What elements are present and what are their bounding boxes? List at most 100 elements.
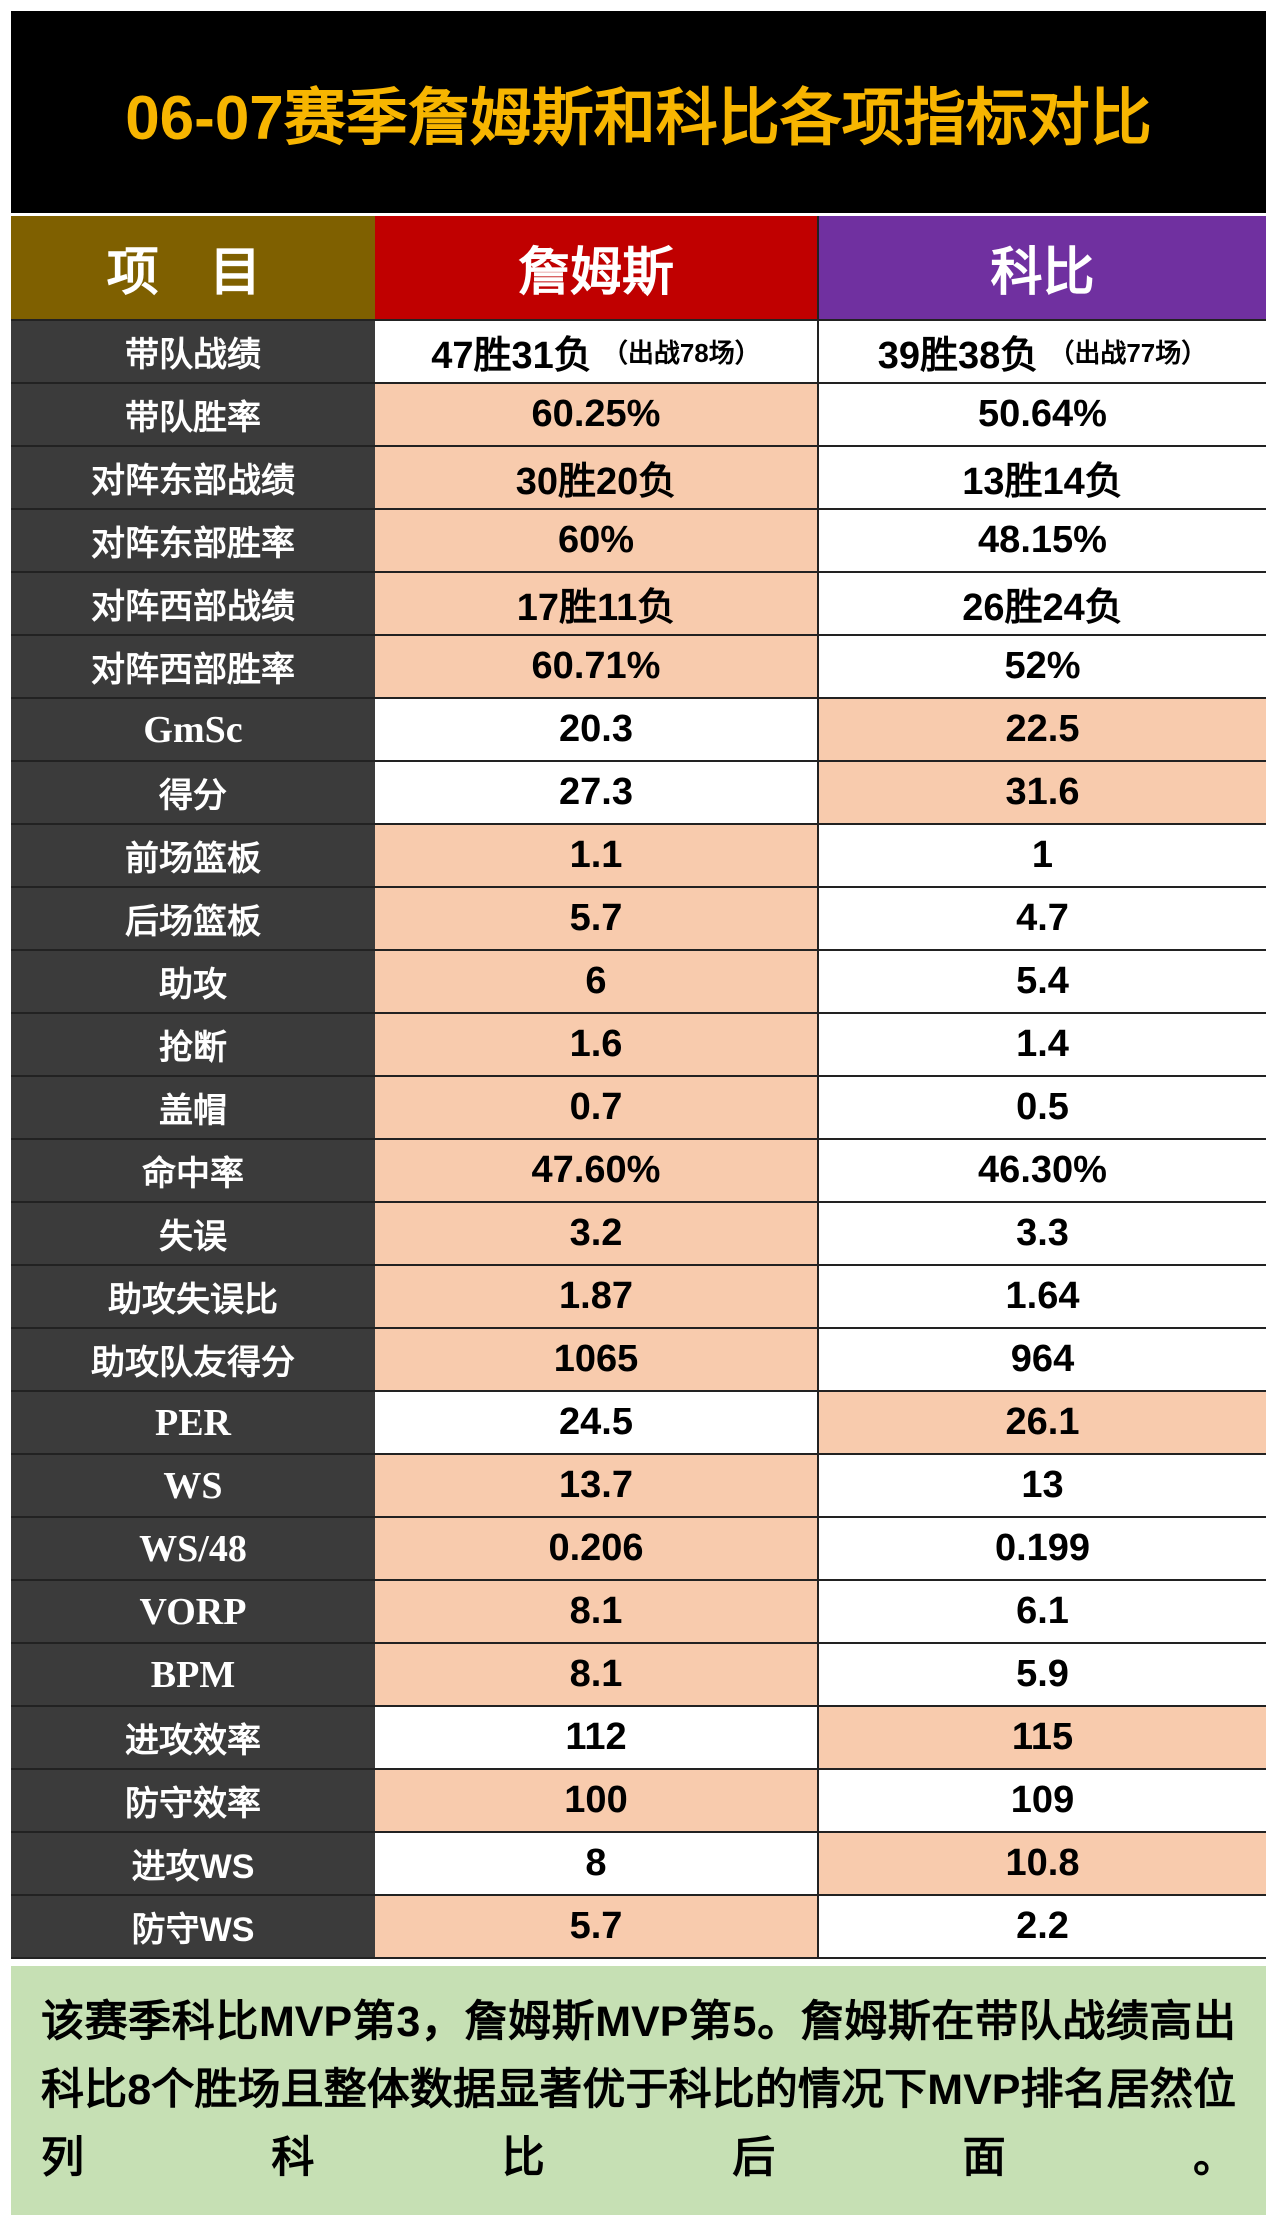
table-row: 命中率 47.60% 46.30% [11, 1140, 1266, 1203]
row-label: 抢断 [11, 1014, 375, 1075]
value-text: 22.5 [1005, 708, 1080, 750]
table-row: BPM 8.1 5.9 [11, 1644, 1266, 1707]
table-row: 失误 3.2 3.3 [11, 1203, 1266, 1266]
value-text: 48.15% [978, 519, 1107, 561]
value-cell: 8.1 [375, 1581, 819, 1642]
value-text: 27.3 [559, 771, 633, 813]
value-cell: 20.3 [375, 699, 819, 760]
value-text: 115 [1011, 1716, 1074, 1758]
table-row: 前场篮板 1.1 1 [11, 825, 1266, 888]
value-text: 1 [1031, 834, 1054, 876]
value-cell: 5.9 [819, 1644, 1266, 1705]
row-label: 对阵东部战绩 [11, 447, 375, 508]
value-text: 46.30% [978, 1149, 1107, 1191]
poster: 06-07赛季詹姆斯和科比各项指标对比 项 目詹姆斯 科比 带队战绩 47胜31负 （出… [11, 11, 1266, 2215]
value-note: （出战77场） [1048, 338, 1208, 368]
value-cell: 0.206 [375, 1518, 819, 1579]
value-text: 5.7 [569, 1905, 623, 1947]
value-cell: 17胜11负 [375, 573, 819, 634]
value-text: 8 [585, 1842, 607, 1884]
value-cell: 10.8 [819, 1833, 1266, 1894]
value-cell: 8.1 [375, 1644, 819, 1705]
value-cell: 13 [819, 1455, 1266, 1516]
value-text: 1.1 [569, 834, 623, 876]
value-cell: 31.6 [819, 762, 1266, 823]
value-text: 1.64 [1005, 1275, 1080, 1317]
value-text: 964 [1010, 1338, 1075, 1380]
value-text: 100 [564, 1779, 628, 1821]
footer-note: 该赛季科比MVP第3，詹姆斯MVP第5。詹姆斯在带队战绩高出科比8个胜场且整体数… [11, 1966, 1266, 2215]
value-text: 6.1 [1016, 1590, 1069, 1632]
value-cell: 5.4 [819, 951, 1266, 1012]
value-text: 13.7 [559, 1464, 633, 1506]
value-cell: 47.60% [375, 1140, 819, 1201]
table-row: 防守效率 100 109 [11, 1770, 1266, 1833]
value-cell: 13胜14负 [819, 447, 1266, 508]
value-text: 13 [1021, 1464, 1064, 1506]
row-label: 进攻效率 [11, 1707, 375, 1768]
value-text: 109 [1010, 1779, 1075, 1821]
value-cell: 964 [819, 1329, 1266, 1390]
value-cell: 52% [819, 636, 1266, 697]
value-cell: 109 [819, 1770, 1266, 1831]
row-label: GmSc [11, 699, 375, 760]
value-text: 8.1 [569, 1653, 623, 1695]
row-label: 后场篮板 [11, 888, 375, 949]
row-label: WS [11, 1455, 375, 1516]
value-cell: 100 [375, 1770, 819, 1831]
value-cell: 26.1 [819, 1392, 1266, 1453]
row-label: WS/48 [11, 1518, 375, 1579]
title: 06-07赛季詹姆斯和科比各项指标对比 [11, 11, 1266, 213]
table-row: 助攻队友得分 1065 964 [11, 1329, 1266, 1392]
header-cell: 詹姆斯 [375, 216, 819, 319]
value-cell: 22.5 [819, 699, 1266, 760]
value-cell: 1.87 [375, 1266, 819, 1327]
row-label: 对阵西部战绩 [11, 573, 375, 634]
value-cell: 1065 [375, 1329, 819, 1390]
value-cell: 39胜38负 （出战77场） [819, 321, 1266, 382]
value-text: 13胜14负 [962, 461, 1123, 503]
value-cell: 112 [375, 1707, 819, 1768]
table-row: 助攻失误比 1.87 1.64 [11, 1266, 1266, 1329]
row-label: 得分 [11, 762, 375, 823]
value-text: 112 [565, 1716, 627, 1758]
value-cell: 0.199 [819, 1518, 1266, 1579]
table-row: 对阵东部战绩 30胜20负 13胜14负 [11, 447, 1266, 510]
row-label: BPM [11, 1644, 375, 1705]
value-cell: 5.7 [375, 1896, 819, 1957]
value-text: 60.25% [531, 393, 661, 435]
table-row: 助攻 6 5.4 [11, 951, 1266, 1014]
value-text: 8.1 [569, 1590, 623, 1632]
value-cell: 47胜31负 （出战78场） [375, 321, 819, 382]
table-row: GmSc 20.3 22.5 [11, 699, 1266, 762]
table-row: PER 24.5 26.1 [11, 1392, 1266, 1455]
value-cell: 60.25% [375, 384, 819, 445]
value-cell: 1.1 [375, 825, 819, 886]
table-row: 进攻效率 112 115 [11, 1707, 1266, 1770]
value-text: 47胜31负 [431, 335, 592, 377]
value-text: 50.64% [978, 393, 1107, 435]
value-text: 1065 [553, 1338, 639, 1380]
value-cell: 27.3 [375, 762, 819, 823]
value-text: 5.9 [1016, 1653, 1069, 1695]
row-label: 防守WS [11, 1896, 375, 1957]
table-row: WS 13.7 13 [11, 1455, 1266, 1518]
value-text: 26.1 [1005, 1401, 1080, 1443]
table-row: 抢断 1.6 1.4 [11, 1014, 1266, 1077]
row-label: PER [11, 1392, 375, 1453]
value-text: 4.7 [1016, 897, 1069, 939]
value-cell: 1 [819, 825, 1266, 886]
value-text: 24.5 [559, 1401, 633, 1443]
value-text: 1.4 [1016, 1023, 1069, 1065]
value-cell: 3.3 [819, 1203, 1266, 1264]
table-row: 对阵东部胜率 60% 48.15% [11, 510, 1266, 573]
value-text: 52% [1004, 645, 1081, 687]
value-text: 20.3 [559, 708, 633, 750]
value-cell: 2.2 [819, 1896, 1266, 1957]
value-cell: 1.4 [819, 1014, 1266, 1075]
value-cell: 115 [819, 1707, 1266, 1768]
row-label: 对阵东部胜率 [11, 510, 375, 571]
row-label: 带队胜率 [11, 384, 375, 445]
value-text: 0.206 [548, 1527, 644, 1569]
